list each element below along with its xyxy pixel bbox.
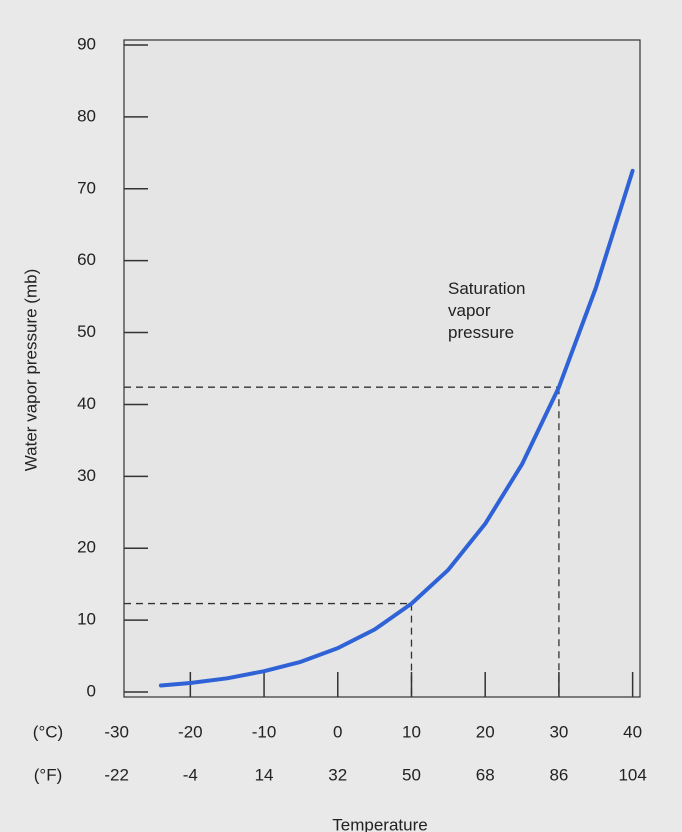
x-tick-label: -20	[178, 722, 203, 741]
x2-tick-label: -22	[104, 765, 129, 784]
y-tick-label: 60	[77, 250, 96, 269]
x-tick-label: -10	[252, 722, 277, 741]
x-tick-label: 40	[623, 722, 642, 741]
x-unit-label: (°C)	[33, 722, 63, 741]
x-tick-label: 0	[333, 722, 342, 741]
y-tick-label: 50	[77, 322, 96, 341]
y-tick-label: 80	[77, 106, 96, 125]
x-tick-label: -30	[104, 722, 129, 741]
x2-tick-label: 86	[549, 765, 568, 784]
y-tick-label: 70	[77, 178, 96, 197]
curve	[158, 168, 635, 688]
x2-tick-label: 50	[402, 765, 421, 784]
y-tick-label: 20	[77, 538, 96, 557]
x2-tick-label: 68	[476, 765, 495, 784]
y-tick-label: 90	[77, 34, 96, 53]
x-tick-label: 30	[549, 722, 568, 741]
x2-tick-label: 14	[255, 765, 274, 784]
x2-tick-label: 32	[328, 765, 347, 784]
y-tick-label: 30	[77, 466, 96, 485]
y-axis-label: Water vapor pressure (mb)	[21, 269, 40, 471]
x2-tick-label: -4	[183, 765, 198, 784]
annotation-line: pressure	[448, 323, 514, 342]
y-tick-label: 0	[87, 681, 96, 700]
annotation-line: vapor	[448, 301, 491, 320]
y-tick-label: 40	[77, 394, 96, 413]
plot-frame	[123, 39, 641, 698]
x2-unit-label: (°F)	[34, 765, 63, 784]
y-tick-label: 10	[77, 610, 96, 629]
x2-tick-label: 104	[618, 765, 646, 784]
x-tick-label: 10	[402, 722, 421, 741]
annotation: Saturation vapor pressure	[448, 279, 526, 342]
annotation-line: Saturation	[448, 279, 526, 298]
x-axis-label: Temperature	[332, 815, 427, 832]
x-tick-label: 20	[476, 722, 495, 741]
